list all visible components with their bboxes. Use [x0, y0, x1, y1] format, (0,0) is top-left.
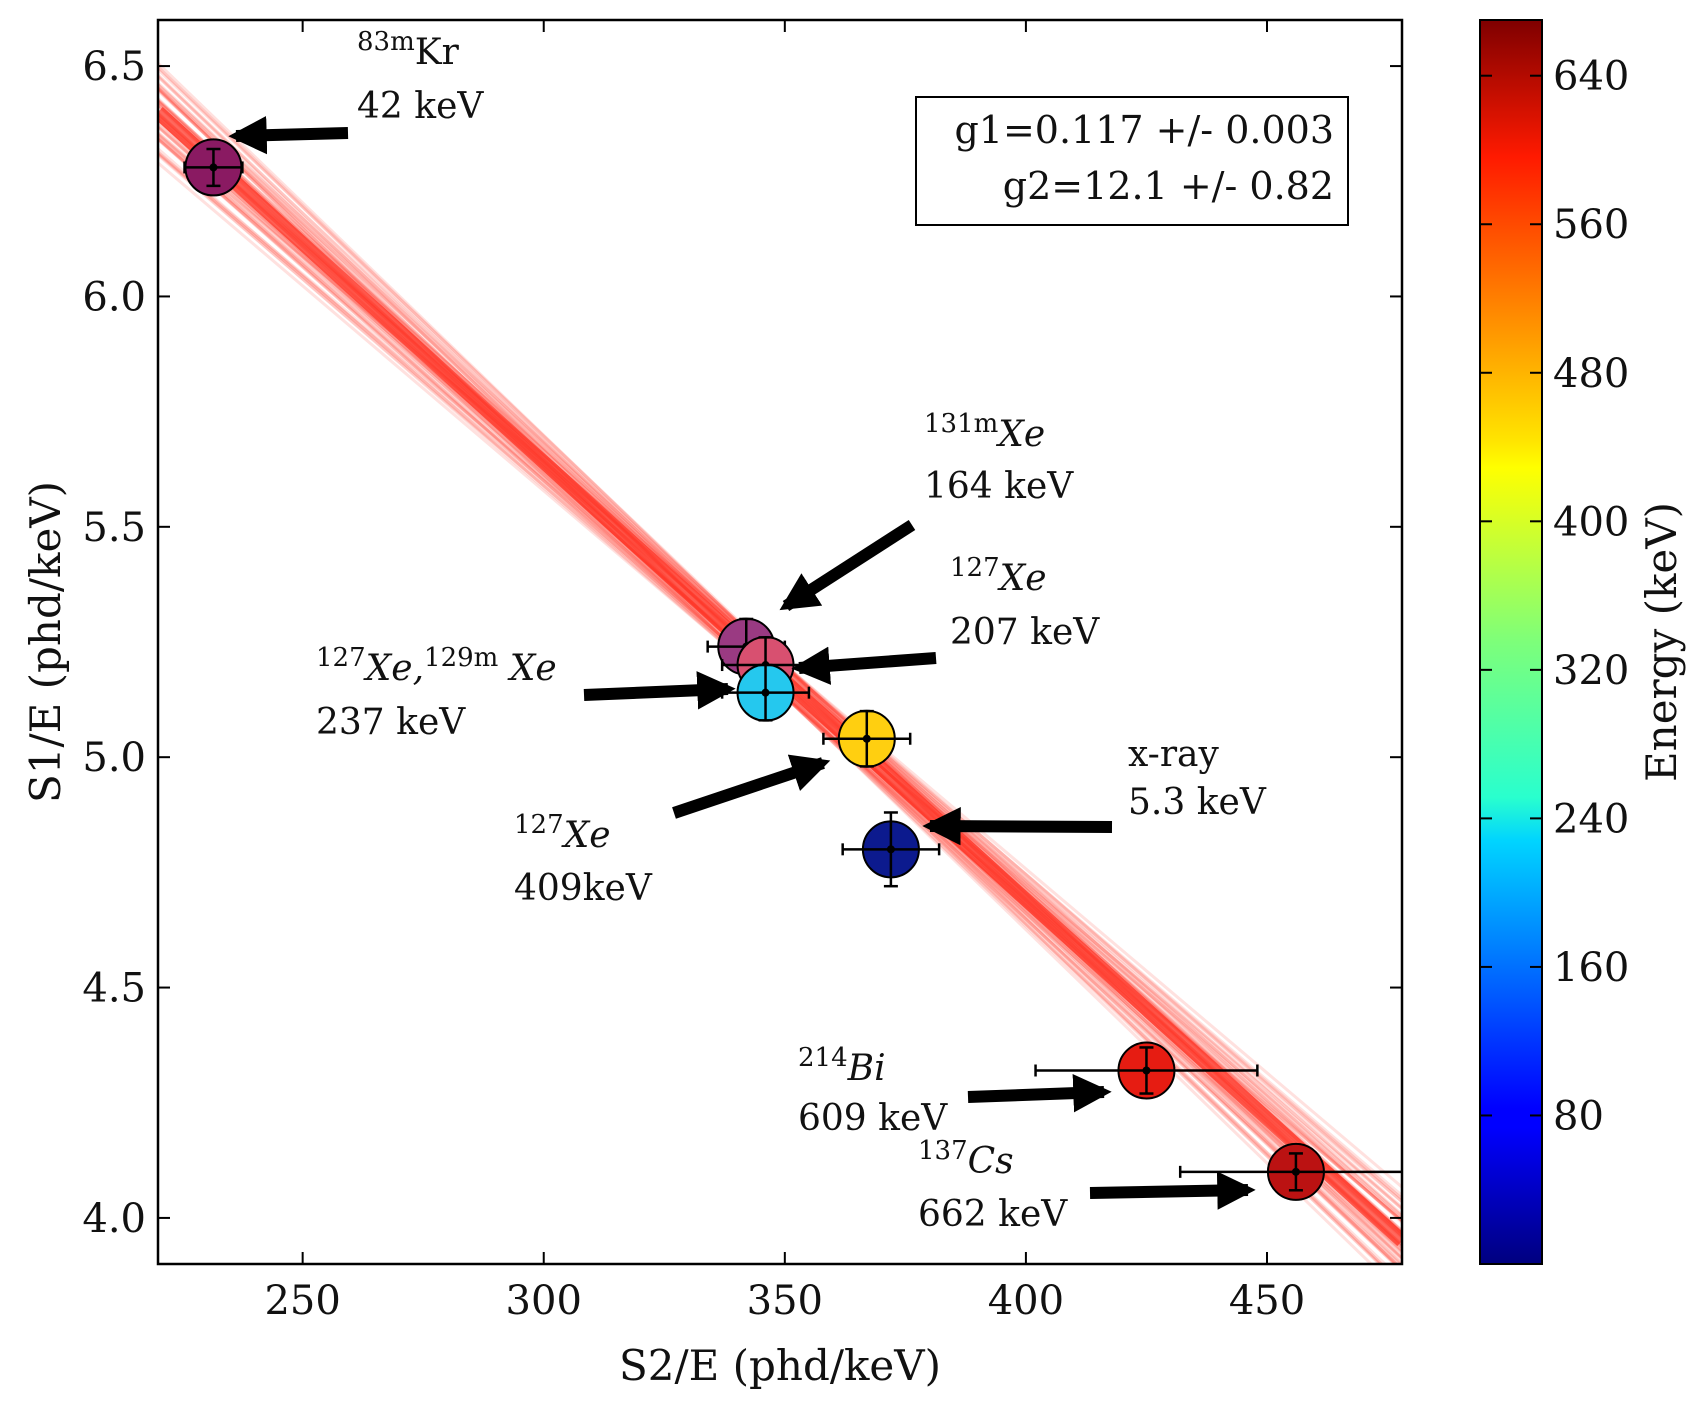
y-tick-label: 4.0 [82, 1196, 146, 1242]
annotation-xe127-409-energy: 409keV [514, 868, 653, 909]
point-center [886, 845, 895, 854]
annotation-cs137-energy: 662 keV [918, 1194, 1068, 1235]
annotation-xe127-207-energy: 207 keV [950, 612, 1100, 653]
annotation-kr83m-energy: 42 keV [357, 86, 484, 127]
annotation-kr83m: 83mKr [357, 27, 460, 73]
annotation-cs137: 137Cs [918, 1136, 1014, 1182]
colorbar-label: Energy (keV) [1637, 502, 1686, 782]
annotation-xe127-207: 127Xe [950, 553, 1047, 599]
y-tick-label: 5.0 [82, 735, 146, 781]
colorbar-tick-label: 320 [1553, 648, 1629, 694]
point-center [209, 163, 218, 172]
data-point [1178, 1142, 1402, 1201]
g1-value: g1=0.117 +/- 0.003 [954, 108, 1334, 152]
x-tick-label: 450 [1229, 1278, 1305, 1324]
colorbar-tick-label: 640 [1553, 54, 1629, 100]
y-tick-label: 4.5 [82, 966, 146, 1012]
y-tick-label: 5.5 [82, 505, 146, 551]
annotation-xe127-xe129m-energy: 237 keV [316, 702, 466, 743]
annotation-bi214-energy: 609 keV [798, 1098, 948, 1139]
point-center [761, 688, 770, 697]
y-axis-label: S1/E (phd/keV) [21, 481, 70, 803]
data-point [841, 811, 941, 888]
colorbar-tick-label: 240 [1553, 796, 1629, 842]
plot-frame [156, 18, 1404, 1266]
point-center [862, 734, 871, 743]
annotation-xray: x-ray [1128, 734, 1220, 775]
x-tick-label: 250 [264, 1278, 340, 1324]
data-point [822, 709, 912, 768]
x-tick-label: 350 [747, 1278, 823, 1324]
fit-result-box [915, 96, 1349, 226]
annotation-xray-energy: 5.3 keV [1128, 782, 1267, 823]
annotations: 83mKr 42 keV 131mXe 164 keV 127Xe 207 ke… [316, 27, 1267, 1235]
colorbar-tick-label: 160 [1553, 945, 1629, 991]
x-tick-label: 300 [506, 1278, 582, 1324]
y-tick-label: 6.5 [82, 44, 146, 90]
x-axis-label: S2/E (phd/keV) [619, 1341, 941, 1390]
data-point [1034, 1041, 1259, 1100]
annotation-xe131m-energy: 164 keV [924, 466, 1074, 507]
colorbar [1479, 19, 1543, 1265]
annotation-arrows [228, 115, 1256, 1210]
point-center [1142, 1066, 1151, 1075]
data-point [183, 138, 244, 197]
y-tick-label: 6.0 [82, 274, 146, 320]
annotation-xe127-409: 127Xe [514, 810, 611, 856]
annotation-bi214: 214Bi [798, 1043, 886, 1089]
x-tick-label: 400 [988, 1278, 1064, 1324]
annotation-xe131m: 131mXe [924, 409, 1045, 455]
colorbar-tick-label: 480 [1553, 351, 1629, 397]
annotation-xe127-xe129m: 127Xe,129m Xe [316, 643, 557, 689]
point-center [1291, 1167, 1300, 1176]
g2-value: g2=12.1 +/- 0.82 [1003, 164, 1334, 208]
data-point [720, 663, 811, 722]
colorbar-tick-label: 400 [1553, 499, 1629, 545]
colorbar-tick-label: 560 [1553, 202, 1629, 248]
colorbar-tick-label: 80 [1553, 1093, 1604, 1139]
